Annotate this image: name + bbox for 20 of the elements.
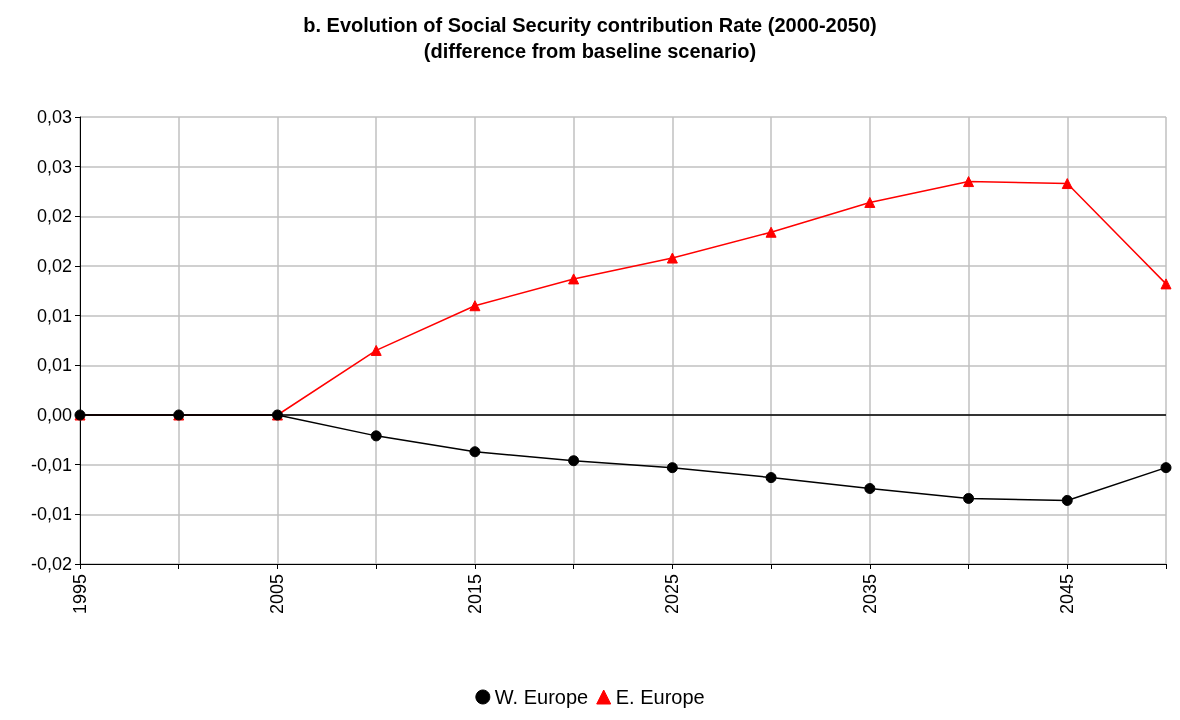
y-tick-label: 0,00 <box>36 405 72 425</box>
x-tick-label: 2025 <box>662 574 683 615</box>
legend-label: E. Europe <box>615 686 705 708</box>
y-tick-label: -0,01 <box>30 504 72 525</box>
x-tick-label: 2005 <box>267 574 288 615</box>
x-tick-label: 2045 <box>1057 574 1078 615</box>
x-tick-label: 1995 <box>70 574 90 615</box>
legend-label: W. Europe <box>494 686 589 708</box>
y-tick-label: 0,02 <box>36 256 72 276</box>
chart-title: b. Evolution of Social Security contribution Rate (2000-2050) <box>303 14 877 36</box>
y-tick-label: -0,02 <box>30 554 72 574</box>
y-tick-label: 0,01 <box>36 305 72 326</box>
y-tick-label: 0,03 <box>36 156 72 177</box>
x-tick-label: 2035 <box>859 574 880 615</box>
y-tick-label: -0,01 <box>30 454 72 475</box>
chart-subtitle: (difference from baseline scenario) <box>423 40 757 62</box>
y-tick-label: 0,03 <box>36 107 72 127</box>
x-tick-label: 2015 <box>464 574 485 615</box>
y-tick-label: 0,02 <box>36 206 72 227</box>
y-tick-label: 0,01 <box>36 355 72 376</box>
